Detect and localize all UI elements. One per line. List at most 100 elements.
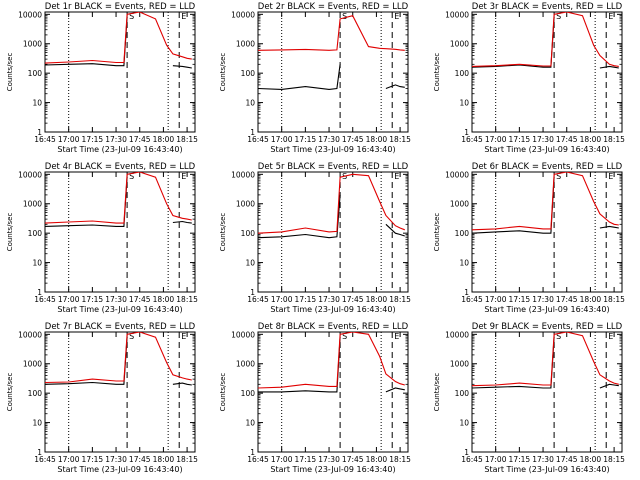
plot-frame [471,11,623,133]
detector-panel: Det 3r BLACK = Events, RED = LLD Counts/s… [433,2,625,154]
y-axis-label: Counts/sec [433,373,441,412]
y-axis-label: Counts/sec [6,373,14,412]
x-tick-label: 18:15 [176,135,198,144]
panel-title: Det 2r BLACK = Events, RED = LLD [258,2,409,12]
x-tick-label: 17:15 [82,295,104,304]
x-tick-label: 17:45 [342,455,364,464]
y-tick-label: 1000 [450,360,469,369]
y-tick-label: 10 [245,99,255,108]
x-tick-label: 17:15 [295,135,317,144]
y-axis-label: Counts/sec [219,53,227,92]
events-series-line [45,17,192,69]
lld-series-line [45,332,192,384]
y-tick-label: 100 [241,229,256,238]
x-axis-label: Start Time (23-Jul-09 16:43:40) [57,305,182,314]
panel-title: Det 1r BLACK = Events, RED = LLD [45,2,196,12]
x-tick-label: 16:45 [247,455,269,464]
x-tick-label: 18:15 [389,295,411,304]
y-tick-label: 10000 [231,10,255,19]
y-tick-label: 1 [37,128,42,137]
marker-flag: S [342,332,347,341]
x-tick-label: 18:00 [366,135,388,144]
y-tick-label: 100 [455,69,470,78]
y-tick-label: 1 [37,448,42,457]
x-tick-label: 17:15 [82,135,104,144]
x-tick-label: 18:00 [153,135,175,144]
y-tick-label: 1 [464,448,469,457]
x-tick-label: 17:45 [342,295,364,304]
x-axis-label: Start Time (23-Jul-09 16:43:40) [484,305,609,314]
x-tick-label: 17:45 [342,135,364,144]
x-tick-label: 17:30 [105,295,127,304]
x-axis-label: Start Time (23-Jul-09 16:43:40) [270,465,395,474]
x-tick-label: 18:00 [580,455,602,464]
detector-panel: Det 2r BLACK = Events, RED = LLD Counts/s… [219,2,411,154]
events-series-line [472,337,619,389]
x-tick-label: 18:15 [176,455,198,464]
y-tick-label: 100 [241,69,256,78]
marker-flag: E [394,172,399,181]
y-tick-label: 10000 [18,170,42,179]
y-axis-label: Counts/sec [219,213,227,252]
y-axis-label: Counts/sec [433,53,441,92]
x-tick-label: 17:30 [532,455,554,464]
lld-series-line [472,332,619,387]
y-tick-label: 100 [241,389,256,398]
y-tick-label: 1 [464,128,469,137]
y-axis-label: Counts/sec [433,213,441,252]
x-tick-label: 17:15 [82,455,104,464]
lld-series-line [45,12,192,64]
detector-panel: Det 5r BLACK = Events, RED = LLD Counts/s… [219,162,411,314]
y-tick-label: 10 [459,259,469,268]
x-tick-label: 17:00 [58,135,80,144]
marker-flag: E [181,172,186,181]
panel-title: Det 3r BLACK = Events, RED = LLD [472,2,623,12]
y-tick-label: 1000 [236,40,255,49]
x-tick-label: 17:30 [532,135,554,144]
lld-series-line [258,173,405,234]
x-tick-label: 17:45 [129,295,151,304]
y-tick-label: 10 [245,419,255,428]
y-axis-label: Counts/sec [219,373,227,412]
x-tick-label: 17:00 [271,135,293,144]
x-tick-label: 17:15 [509,295,531,304]
panel-title: Det 4r BLACK = Events, RED = LLD [45,162,196,172]
y-tick-label: 1000 [236,200,255,209]
y-tick-label: 10000 [445,330,469,339]
x-axis-label: Start Time (23-Jul-09 16:43:40) [57,145,182,154]
y-tick-label: 1000 [450,200,469,209]
y-tick-label: 10 [245,259,255,268]
x-tick-label: 17:00 [271,455,293,464]
x-tick-label: 17:15 [295,455,317,464]
x-tick-label: 18:00 [580,295,602,304]
marker-flag: E [608,12,613,21]
x-tick-label: 18:15 [603,135,625,144]
y-tick-label: 10000 [445,170,469,179]
lld-series-line [472,172,619,231]
y-tick-label: 1000 [23,360,42,369]
detector-panel: Det 9r BLACK = Events, RED = LLD Counts/s… [433,322,625,474]
events-series-line [472,177,619,234]
x-tick-label: 18:15 [603,295,625,304]
y-tick-label: 10 [459,419,469,428]
marker-flag: E [394,332,399,341]
plot-frame [257,11,409,133]
panel-title: Det 7r BLACK = Events, RED = LLD [45,322,196,332]
events-series-line [258,64,405,90]
y-tick-label: 100 [455,229,470,238]
plot-frame [44,171,196,293]
y-tick-label: 1 [250,128,255,137]
x-tick-label: 18:00 [153,455,175,464]
x-tick-label: 17:45 [556,295,578,304]
x-axis-label: Start Time (23-Jul-09 16:43:40) [484,145,609,154]
x-tick-label: 17:30 [318,295,340,304]
y-tick-label: 1 [250,448,255,457]
marker-flag: E [608,172,613,181]
x-tick-label: 17:45 [129,455,151,464]
detector-panel: Det 7r BLACK = Events, RED = LLD Counts/s… [6,322,198,474]
x-tick-label: 17:15 [295,295,317,304]
detector-panel: Det 1r BLACK = Events, RED = LLD Counts/s… [6,2,198,154]
detector-panel: Det 6r BLACK = Events, RED = LLD Counts/s… [433,162,625,314]
x-tick-label: 18:15 [389,455,411,464]
x-axis-label: Start Time (23-Jul-09 16:43:40) [270,145,395,154]
